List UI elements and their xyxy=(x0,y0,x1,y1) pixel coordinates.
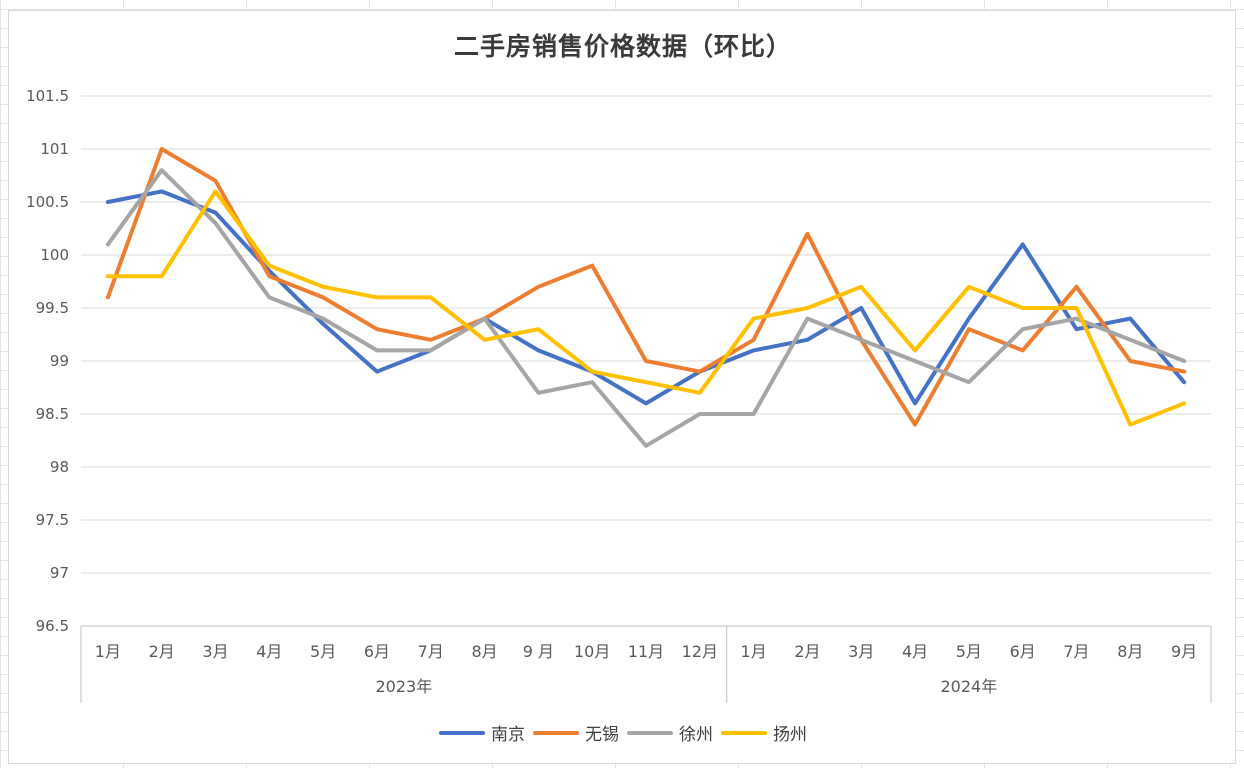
group-label: 2023年 xyxy=(375,677,432,696)
legend-swatch xyxy=(439,730,485,735)
x-tick-label: 8月 xyxy=(471,642,497,661)
legend-item: 徐州 xyxy=(627,720,713,745)
legend-item: 扬州 xyxy=(721,720,807,745)
y-tick-label: 99 xyxy=(50,352,69,370)
legend-item: 南京 xyxy=(439,720,525,745)
x-tick-label: 12月 xyxy=(682,642,718,661)
legend: 南京 无锡 徐州 扬州 xyxy=(9,720,1237,745)
y-tick-label: 100.5 xyxy=(26,193,69,211)
y-tick-label: 100 xyxy=(40,246,69,264)
x-tick-label: 4月 xyxy=(902,642,928,661)
x-tick-label: 6月 xyxy=(364,642,390,661)
series-line xyxy=(105,168,1187,448)
legend-item: 无锡 xyxy=(533,720,619,745)
legend-label: 无锡 xyxy=(585,725,619,745)
y-tick-label: 101.5 xyxy=(26,87,69,105)
y-tick-label: 101 xyxy=(40,140,69,158)
x-tick-label: 7月 xyxy=(418,642,444,661)
x-tick-label: 6月 xyxy=(1010,642,1036,661)
x-tick-label: 10月 xyxy=(574,642,610,661)
x-tick-label: 9月 xyxy=(1171,642,1197,661)
x-tick-label: 3月 xyxy=(202,642,228,661)
series-line xyxy=(105,189,1187,406)
y-tick-label: 97 xyxy=(50,564,69,582)
chart-title: 二手房销售价格数据（环比） xyxy=(453,32,792,61)
x-tick-label: 1月 xyxy=(741,642,767,661)
x-tick-label: 1月 xyxy=(95,642,121,661)
y-tick-label: 98.5 xyxy=(36,405,69,423)
x-tick-label: 7月 xyxy=(1063,642,1089,661)
x-tick-label: 5月 xyxy=(310,642,336,661)
y-tick-label: 99.5 xyxy=(36,299,69,317)
legend-swatch xyxy=(721,730,767,735)
line-chart: 101.5 101 100.5 100 99.5 99 98.5 98 97.5 97 96.5 1月… xyxy=(26,87,1212,703)
legend-label: 扬州 xyxy=(773,725,807,745)
x-tick-label: 3月 xyxy=(848,642,874,661)
legend-label: 南京 xyxy=(491,725,525,745)
legend-label: 徐州 xyxy=(679,725,713,745)
legend-swatch xyxy=(533,730,579,735)
y-tick-label: 97.5 xyxy=(36,511,69,529)
series-line xyxy=(105,189,1187,427)
legend-swatch xyxy=(627,730,673,735)
series-line xyxy=(105,147,1187,427)
group-label: 2024年 xyxy=(940,677,997,696)
y-tick-label: 96.5 xyxy=(36,617,69,635)
x-tick-label: 2月 xyxy=(794,642,820,661)
chart-frame[interactable]: 二手房销售价格数据（环比） 101.5 101 100.5 100 99.5 99 98.5… xyxy=(8,10,1236,764)
x-tick-label: 2月 xyxy=(149,642,175,661)
x-tick-label: 11月 xyxy=(628,642,664,661)
x-tick-label: 4月 xyxy=(256,642,282,661)
x-tick-label: 5月 xyxy=(956,642,982,661)
x-tick-label: 8月 xyxy=(1117,642,1143,661)
y-tick-label: 98 xyxy=(50,458,69,476)
x-tick-label: 9 月 xyxy=(523,642,554,661)
